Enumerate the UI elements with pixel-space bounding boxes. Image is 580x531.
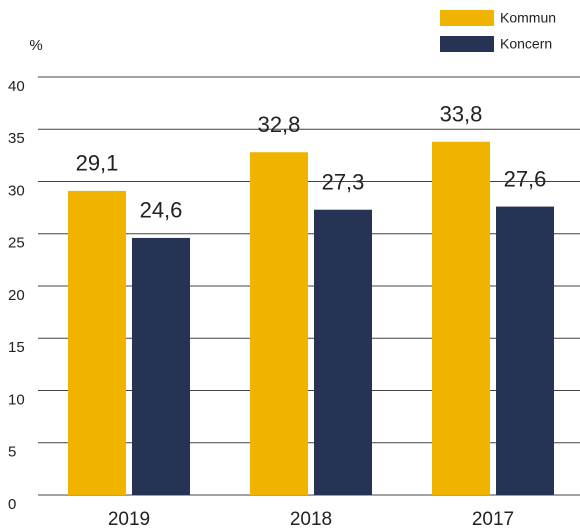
bar xyxy=(68,190,126,495)
y-axis-label: % xyxy=(29,37,42,54)
y-tick-label: 10 xyxy=(8,391,25,408)
y-tick-label: 20 xyxy=(8,287,25,304)
legend-swatch xyxy=(440,36,494,52)
value-label: 27,6 xyxy=(504,166,547,191)
y-tick-label: 15 xyxy=(8,339,25,356)
bar xyxy=(132,237,190,495)
y-tick-label: 25 xyxy=(8,235,25,252)
x-tick-label: 2018 xyxy=(290,509,332,530)
legend-label: Kommun xyxy=(500,10,556,26)
x-tick-label: 2017 xyxy=(472,509,514,530)
bar xyxy=(496,206,554,495)
value-label: 33,8 xyxy=(440,102,483,127)
bar xyxy=(432,141,490,496)
y-tick-label: 5 xyxy=(8,444,16,461)
legend-swatch xyxy=(440,10,494,26)
legend-label: Koncern xyxy=(500,36,552,52)
x-tick-label: 2019 xyxy=(108,509,150,530)
y-tick-label: 35 xyxy=(8,130,25,147)
value-label: 27,3 xyxy=(322,170,365,195)
value-label: 24,6 xyxy=(140,198,183,223)
bar xyxy=(314,209,372,495)
bar xyxy=(250,152,308,496)
y-tick-label: 40 xyxy=(8,78,25,95)
y-tick-label: 30 xyxy=(8,182,25,199)
value-label: 32,8 xyxy=(258,112,301,137)
y-tick-label: 0 xyxy=(8,496,16,513)
value-label: 29,1 xyxy=(76,151,119,176)
